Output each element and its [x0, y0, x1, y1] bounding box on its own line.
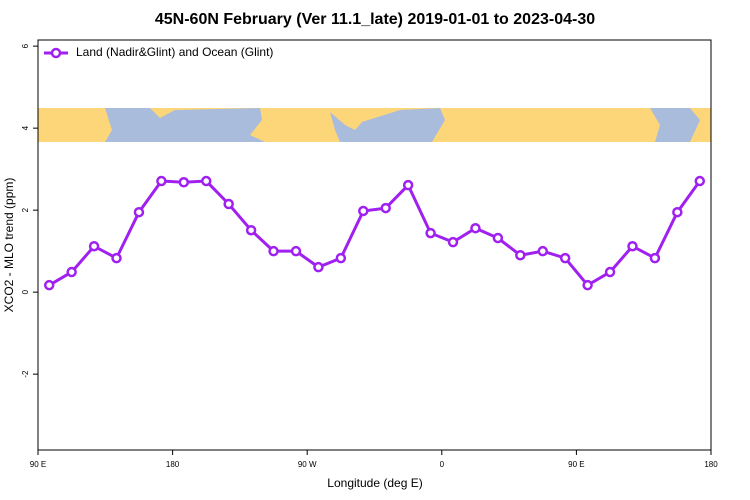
x-tick-label: 90 W: [298, 460, 317, 469]
data-point: [268, 245, 279, 257]
x-tick-label: 90 E: [568, 460, 584, 469]
data-point: [425, 227, 436, 239]
data-point: [290, 245, 302, 257]
legend-marker: [50, 47, 62, 59]
data-point: [380, 202, 391, 214]
data-point: [492, 232, 504, 244]
data-point: [223, 198, 234, 210]
x-tick-label: 0: [440, 460, 445, 469]
data-point: [447, 236, 459, 248]
data-point: [627, 240, 638, 252]
data-point: [178, 177, 190, 188]
y-tick-label: 6: [21, 43, 30, 48]
y-tick-label: 4: [21, 125, 30, 130]
data-point: [515, 250, 526, 261]
map-strip: [38, 108, 711, 142]
y-tick-label: -2: [21, 370, 30, 378]
data-point: [156, 175, 167, 187]
data-point: [649, 252, 661, 264]
x-axis-label: Longitude (deg E): [327, 476, 422, 490]
data-point: [133, 206, 145, 218]
legend-label: Land (Nadir&Glint) and Ocean (Glint): [76, 45, 273, 59]
data-point: [201, 175, 212, 187]
x-tick-label: 180: [704, 460, 718, 469]
y-tick-label: 2: [21, 207, 30, 212]
x-tick-label: 90 E: [30, 460, 46, 469]
data-point: [470, 222, 481, 234]
chart-title: 45N-60N February (Ver 11.1_late) 2019-01…: [155, 11, 595, 28]
data-point: [672, 206, 683, 218]
data-point: [313, 261, 324, 273]
data-point: [694, 175, 706, 187]
series-line: [48, 179, 702, 288]
data-point: [66, 266, 77, 278]
data-point: [402, 179, 414, 191]
data-point: [111, 252, 122, 264]
data-point: [245, 224, 257, 236]
data-point: [537, 245, 548, 257]
plot-frame: [37, 39, 712, 451]
data-point: [604, 266, 616, 278]
x-tick-label: 180: [166, 460, 180, 469]
data-point: [358, 205, 369, 217]
data-point: [335, 252, 347, 264]
data-point: [582, 279, 593, 291]
y-tick-label: 0: [21, 289, 30, 294]
y-axis-label: XCO2 - MLO trend (ppm): [2, 178, 16, 313]
data-point: [559, 252, 571, 264]
data-point: [88, 240, 100, 252]
data-point: [43, 279, 55, 291]
